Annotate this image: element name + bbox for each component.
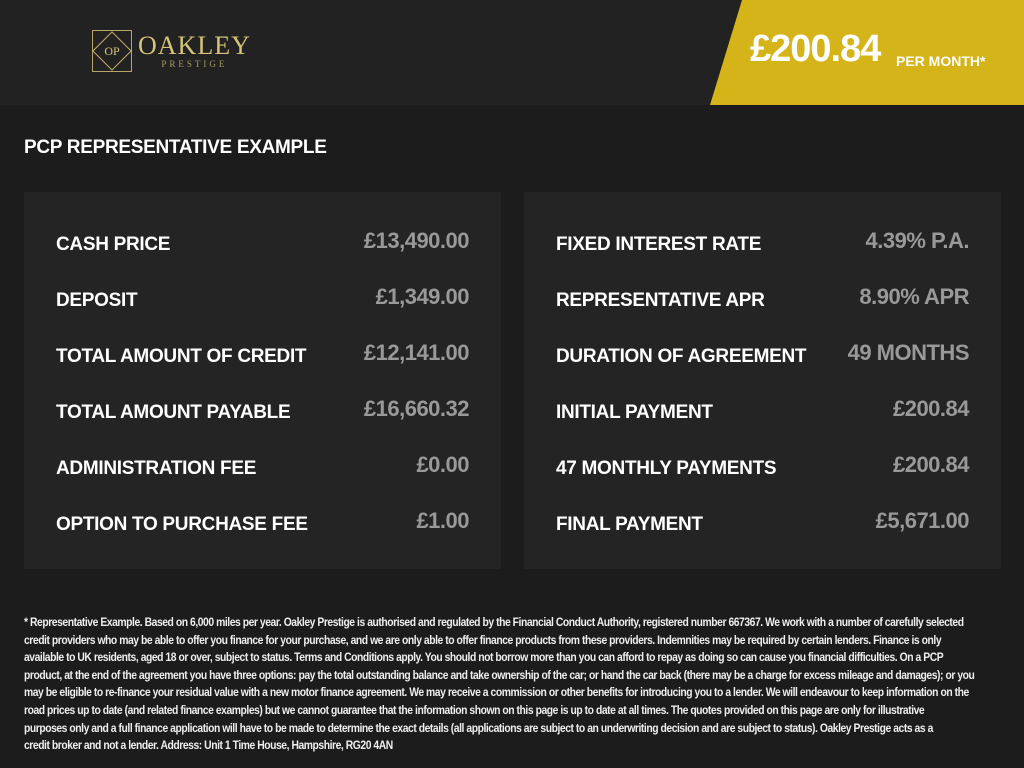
finance-row: CASH PRICE £13,490.00 — [56, 222, 470, 278]
row-value: £1.00 — [416, 508, 469, 533]
finance-row: OPTION TO PURCHASE FEE £1.00 — [56, 502, 469, 558]
per-month-label: PER MONTH* — [896, 53, 986, 69]
finance-row: ADMINISTRATION FEE £0.00 — [56, 446, 469, 502]
finance-row: DEPOSIT £1,349.00 — [56, 278, 470, 334]
row-label: FINAL PAYMENT — [556, 514, 703, 535]
disclaimer-line: product, at the end of the agreement you… — [24, 669, 975, 682]
row-label: ADMINISTRATION FEE — [56, 458, 257, 479]
row-value: £200.84 — [892, 452, 970, 477]
row-label: INITIAL PAYMENT — [556, 402, 713, 423]
finance-row: INITIAL PAYMENT £200.84 — [556, 390, 970, 446]
disclaimer-line: credit broker and not a lender. Address:… — [24, 740, 393, 753]
row-value: 49 MONTHS — [847, 340, 970, 365]
finance-row: FIXED INTEREST RATE 4.39% P.A. — [556, 222, 970, 278]
row-label: DEPOSIT — [56, 290, 138, 311]
row-label: TOTAL AMOUNT OF CREDIT — [56, 346, 307, 367]
page-title: PCP REPRESENTATIVE EXAMPLE — [24, 137, 327, 158]
row-value: £12,141.00 — [363, 340, 470, 365]
finance-row: FINAL PAYMENT £5,671.00 — [556, 502, 970, 558]
row-value: 4.39% P.A. — [865, 228, 970, 253]
row-label: TOTAL AMOUNT PAYABLE — [56, 402, 291, 423]
logo-monogram-icon: OP — [92, 30, 132, 72]
disclaimer-line: road prices up to date (and related fina… — [24, 704, 925, 717]
oakley-prestige-logo[interactable]: OP OAKLEY PRESTIGE — [92, 30, 251, 72]
finance-row: 47 MONTHLY PAYMENTS £200.84 — [556, 446, 970, 502]
finance-row: REPRESENTATIVE APR 8.90% APR — [556, 278, 969, 334]
monthly-price-banner: £200.84 PER MONTH* — [710, 0, 1024, 105]
logo-name: OAKLEY — [138, 31, 251, 60]
logo-sub: PRESTIGE — [161, 59, 228, 69]
row-value: £1,349.00 — [375, 284, 470, 309]
disclaimer-line: credit providers who may be able to offe… — [24, 634, 942, 647]
row-label: REPRESENTATIVE APR — [556, 290, 765, 311]
finance-row: TOTAL AMOUNT OF CREDIT £12,141.00 — [56, 334, 470, 390]
header: OP OAKLEY PRESTIGE £200.84 PER MONTH* — [0, 0, 1024, 105]
row-value: £0.00 — [416, 452, 469, 477]
row-label: DURATION OF AGREEMENT — [556, 346, 807, 367]
disclaimer-line: may be eligible to re-finance your resid… — [24, 687, 969, 700]
monthly-price: £200.84 — [750, 28, 881, 70]
finance-row: DURATION OF AGREEMENT 49 MONTHS — [556, 334, 970, 390]
row-value: £200.84 — [892, 396, 970, 421]
row-label: OPTION TO PURCHASE FEE — [56, 514, 308, 535]
finance-row: TOTAL AMOUNT PAYABLE £16,660.32 — [56, 390, 470, 446]
row-label: FIXED INTEREST RATE — [556, 234, 762, 255]
row-value: 8.90% APR — [859, 284, 969, 309]
disclaimer: * Representative Example. Based on 6,000… — [24, 615, 984, 756]
row-value: £16,660.32 — [363, 396, 470, 421]
row-label: 47 MONTHLY PAYMENTS — [556, 458, 777, 479]
disclaimer-line: purposes only and a full finance applica… — [24, 722, 933, 735]
finance-panel-right: FIXED INTEREST RATE 4.39% P.A. REPRESENTA… — [524, 192, 1001, 569]
row-value: £13,490.00 — [363, 228, 470, 253]
row-label: CASH PRICE — [56, 234, 171, 255]
row-value: £5,671.00 — [875, 508, 970, 533]
disclaimer-line: * Representative Example. Based on 6,000… — [24, 617, 964, 629]
finance-panel-left: CASH PRICE £13,490.00 DEPOSIT £1,349.00 TO… — [24, 192, 501, 569]
disclaimer-line: available to UK residents, aged 18 or ov… — [24, 652, 944, 665]
